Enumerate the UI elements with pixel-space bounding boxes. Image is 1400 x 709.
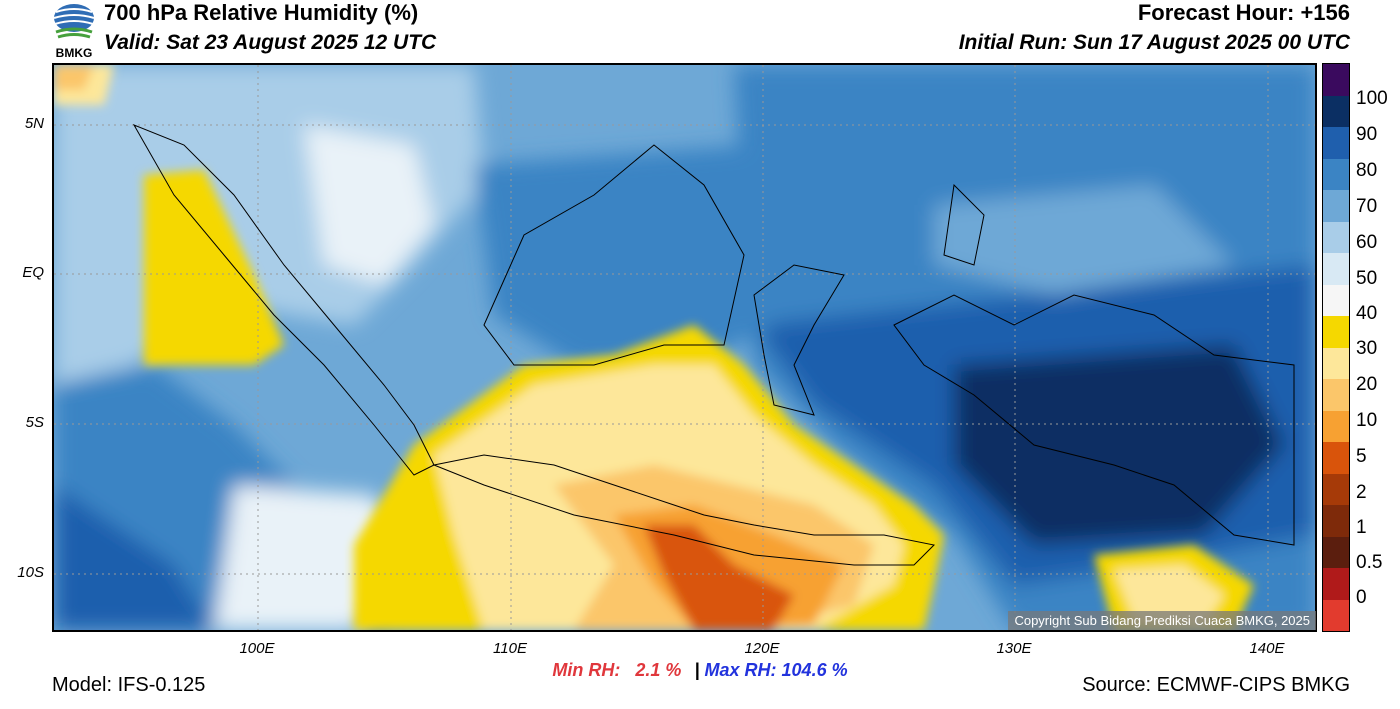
colorbar-segment: [1323, 410, 1349, 442]
stats-separator: |: [694, 660, 700, 680]
colorbar-segment: [1323, 95, 1349, 127]
initial-run: Initial Run: Sun 17 August 2025 00 UTC: [958, 31, 1350, 54]
colorbar-label: 2: [1356, 482, 1367, 503]
lat-label-5n: 5N: [24, 115, 44, 132]
colorbar-segment: [1323, 316, 1349, 348]
lon-label-100e: 100E: [239, 640, 275, 657]
lat-label-5s: 5S: [25, 414, 44, 431]
data-source: Source: ECMWF-CIPS BMKG: [1082, 674, 1350, 696]
colorbar-segment: [1323, 158, 1349, 190]
colorbar-label: 10: [1356, 410, 1378, 431]
colorbar-label: 5: [1356, 446, 1367, 467]
colorbar-segment: [1323, 127, 1349, 159]
colorbar-label: 0.5: [1356, 552, 1383, 573]
bmkg-logo: BMKG: [50, 2, 98, 60]
lon-label-140e: 140E: [1249, 640, 1285, 657]
colorbar-label: 20: [1356, 374, 1378, 395]
lon-label-130e: 130E: [996, 640, 1032, 657]
rh-stats: Min RH: 2.1 % | Max RH: 104.6 %: [0, 660, 1400, 681]
colorbar-segment: [1323, 505, 1349, 537]
colorbar-segment: [1323, 64, 1349, 96]
colorbar-label: 80: [1356, 160, 1378, 181]
humidity-map: [52, 63, 1317, 632]
min-rh-value: 2.1 %: [635, 660, 682, 680]
map-title: 700 hPa Relative Humidity (%): [104, 0, 419, 25]
max-rh-label: Max RH:: [704, 660, 777, 680]
colorbar-label: 40: [1356, 303, 1378, 324]
colorbar-label: 1: [1356, 517, 1367, 538]
colorbar-segment: [1323, 568, 1349, 600]
colorbar-label: 50: [1356, 268, 1378, 289]
colorbar-segment: [1323, 190, 1349, 222]
colorbar-segment: [1323, 536, 1349, 568]
valid-time: Valid: Sat 23 August 2025 12 UTC: [104, 31, 437, 54]
lat-label-eq: EQ: [22, 264, 44, 281]
colorbar-label: 100: [1356, 88, 1388, 109]
lon-label-120e: 120E: [744, 640, 780, 657]
colorbar-label: 30: [1356, 338, 1378, 359]
colorbar-label: 0: [1356, 587, 1367, 608]
colorbar-segment: [1323, 442, 1349, 474]
colorbar-segment: [1323, 221, 1349, 253]
lat-label-10s: 10S: [17, 564, 44, 581]
min-rh-label: Min RH:: [552, 660, 621, 680]
colorbar-label: 60: [1356, 232, 1378, 253]
colorbar-segment: [1323, 347, 1349, 379]
max-rh-value: 104.6 %: [781, 660, 848, 680]
colorbar-label: 90: [1356, 124, 1378, 145]
colorbar-segment: [1323, 473, 1349, 505]
colorbar-segment: [1323, 599, 1349, 631]
colorbar: [1322, 63, 1350, 632]
svg-text:BMKG: BMKG: [56, 46, 93, 60]
copyright-note: Copyright Sub Bidang Prediksi Cuaca BMKG…: [1008, 611, 1316, 630]
lon-label-110e: 110E: [493, 640, 527, 657]
colorbar-label: 70: [1356, 196, 1378, 217]
colorbar-segment: [1323, 253, 1349, 285]
model-name: Model: IFS-0.125: [52, 674, 206, 696]
forecast-hour: Forecast Hour: +156: [1137, 0, 1350, 25]
colorbar-segment: [1323, 379, 1349, 411]
colorbar-segment: [1323, 284, 1349, 316]
